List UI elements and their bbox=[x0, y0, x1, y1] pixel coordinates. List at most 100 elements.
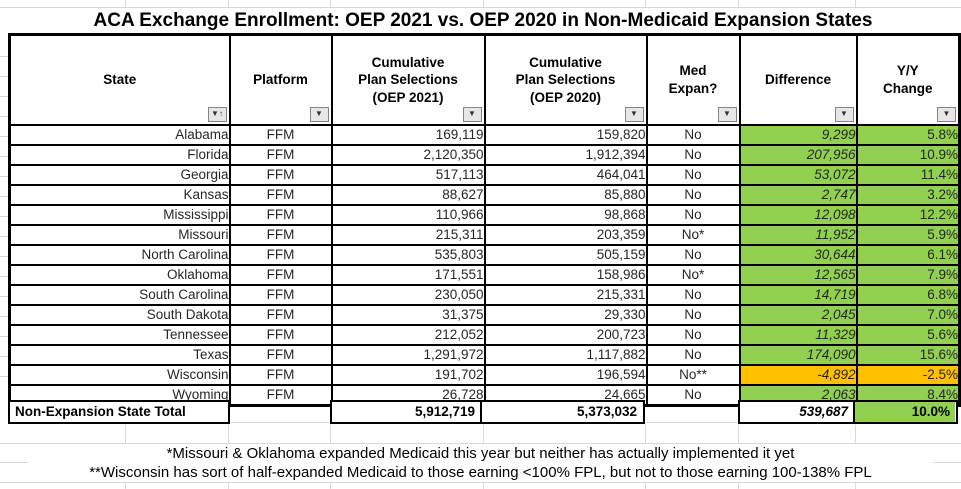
cell-platform[interactable]: FFM bbox=[228, 203, 333, 226]
cell-med-expan[interactable]: No bbox=[645, 323, 741, 346]
col-header-oep2020[interactable]: Cumulative Plan Selections (OEP 2020) ▼ bbox=[483, 33, 648, 126]
cell-state[interactable]: Mississippi bbox=[8, 203, 231, 226]
total-yy-cell[interactable]: 10.0% bbox=[855, 402, 955, 422]
cell-oep2020[interactable]: 215,331 bbox=[483, 283, 648, 306]
cell-platform[interactable]: FFM bbox=[228, 243, 333, 266]
filter-button-yy-change[interactable]: ▼ bbox=[937, 106, 956, 122]
filter-button-platform[interactable]: ▼ bbox=[309, 106, 329, 122]
cell-oep2020[interactable]: 1,912,394 bbox=[483, 143, 648, 166]
cell-state[interactable]: South Carolina bbox=[8, 283, 231, 306]
cell-difference[interactable]: -4,892 bbox=[738, 363, 858, 386]
cell-difference[interactable]: 2,045 bbox=[738, 303, 858, 326]
cell-oep2020[interactable]: 505,159 bbox=[483, 243, 648, 266]
total-oep2020-cell[interactable]: 5,373,032 bbox=[576, 404, 637, 419]
cell-state[interactable]: Texas bbox=[8, 343, 231, 366]
cell-med-expan[interactable]: No bbox=[645, 303, 741, 326]
col-header-difference[interactable]: Difference ▼ bbox=[738, 33, 858, 126]
col-header-yy-change[interactable]: Y/Y Change ▼ bbox=[855, 33, 961, 126]
cell-med-expan[interactable]: No bbox=[645, 203, 741, 226]
cell-platform[interactable]: FFM bbox=[228, 323, 333, 346]
cell-yy-change[interactable]: 10.9% bbox=[855, 143, 961, 166]
cell-oep2020[interactable]: 200,723 bbox=[483, 323, 648, 346]
cell-difference[interactable]: 53,072 bbox=[738, 163, 858, 186]
cell-oep2020[interactable]: 159,820 bbox=[483, 123, 648, 146]
cell-difference[interactable]: 30,644 bbox=[738, 243, 858, 266]
cell-yy-change[interactable]: -2.5% bbox=[855, 363, 961, 386]
cell-oep2020[interactable]: 158,986 bbox=[483, 263, 648, 286]
cell-oep2021[interactable]: 212,052 bbox=[330, 323, 486, 346]
cell-state[interactable]: Oklahoma bbox=[8, 263, 231, 286]
cell-oep2021[interactable]: 31,375 bbox=[330, 303, 486, 326]
cell-oep2021[interactable]: 88,627 bbox=[330, 183, 486, 206]
cell-med-expan[interactable]: No* bbox=[645, 263, 741, 286]
cell-yy-change[interactable]: 6.1% bbox=[855, 243, 961, 266]
cell-difference[interactable]: 11,952 bbox=[738, 223, 858, 246]
cell-platform[interactable]: FFM bbox=[228, 123, 333, 146]
cell-difference[interactable]: 12,098 bbox=[738, 203, 858, 226]
filter-button-oep2021[interactable]: ▼ bbox=[462, 106, 482, 122]
cell-oep2021[interactable]: 535,803 bbox=[330, 243, 486, 266]
cell-yy-change[interactable]: 7.9% bbox=[855, 263, 961, 286]
cell-state[interactable]: South Dakota bbox=[8, 303, 231, 326]
total-label-box[interactable]: Non-Expansion State Total bbox=[8, 400, 230, 424]
cell-med-expan[interactable]: No bbox=[645, 163, 741, 186]
cell-oep2021[interactable]: 1,291,972 bbox=[330, 343, 486, 366]
cell-platform[interactable]: FFM bbox=[228, 283, 333, 306]
cell-oep2020[interactable]: 464,041 bbox=[483, 163, 648, 186]
cell-platform[interactable]: FFM bbox=[228, 363, 333, 386]
cell-yy-change[interactable]: 5.8% bbox=[855, 123, 961, 146]
cell-yy-change[interactable]: 5.9% bbox=[855, 223, 961, 246]
cell-yy-change[interactable]: 12.2% bbox=[855, 203, 961, 226]
cell-platform[interactable]: FFM bbox=[228, 163, 333, 186]
footnote-1[interactable]: *Missouri & Oklahoma expanded Medicaid t… bbox=[28, 444, 933, 463]
cell-med-expan[interactable]: No bbox=[645, 383, 741, 407]
col-header-platform[interactable]: Platform ▼ bbox=[228, 33, 333, 126]
filter-button-med-expan[interactable]: ▼ bbox=[717, 106, 737, 122]
cell-oep2021[interactable]: 171,551 bbox=[330, 263, 486, 286]
cell-state[interactable]: Tennessee bbox=[8, 323, 231, 346]
page-title[interactable]: ACA Exchange Enrollment: OEP 2021 vs. OE… bbox=[8, 8, 958, 33]
cell-oep2020[interactable]: 203,359 bbox=[483, 223, 648, 246]
cell-platform[interactable]: FFM bbox=[228, 303, 333, 326]
filter-sort-button-state[interactable]: ▼↑ bbox=[207, 106, 227, 122]
cell-state[interactable]: Georgia bbox=[8, 163, 231, 186]
cell-platform[interactable]: FFM bbox=[228, 343, 333, 366]
cell-difference[interactable]: 9,299 bbox=[738, 123, 858, 146]
filter-button-oep2020[interactable]: ▼ bbox=[624, 106, 644, 122]
cell-yy-change[interactable]: 3.2% bbox=[855, 183, 961, 206]
cell-oep2021[interactable]: 2,120,350 bbox=[330, 143, 486, 166]
footnote-2[interactable]: **Wisconsin has sort of half-expanded Me… bbox=[28, 463, 933, 482]
cell-platform[interactable]: FFM bbox=[228, 263, 333, 286]
cell-difference[interactable]: 14,719 bbox=[738, 283, 858, 306]
cell-yy-change[interactable]: 11.4% bbox=[855, 163, 961, 186]
cell-state[interactable]: Kansas bbox=[8, 183, 231, 206]
cell-oep2020[interactable]: 196,594 bbox=[483, 363, 648, 386]
cell-difference[interactable]: 2,747 bbox=[738, 183, 858, 206]
total-oep2021-cell[interactable]: 5,912,719 bbox=[332, 402, 482, 422]
cell-state[interactable]: Wisconsin bbox=[8, 363, 231, 386]
filter-button-difference[interactable]: ▼ bbox=[834, 106, 854, 122]
cell-yy-change[interactable]: 7.0% bbox=[855, 303, 961, 326]
cell-med-expan[interactable]: No bbox=[645, 343, 741, 366]
cell-med-expan[interactable]: No** bbox=[645, 363, 741, 386]
cell-oep2020[interactable]: 85,880 bbox=[483, 183, 648, 206]
cell-platform[interactable]: FFM bbox=[228, 143, 333, 166]
cell-oep2020[interactable]: 29,330 bbox=[483, 303, 648, 326]
cell-med-expan[interactable]: No bbox=[645, 143, 741, 166]
cell-difference[interactable]: 207,956 bbox=[738, 143, 858, 166]
cell-difference[interactable]: 12,565 bbox=[738, 263, 858, 286]
cell-difference[interactable]: 174,090 bbox=[738, 343, 858, 366]
cell-oep2020[interactable]: 1,117,882 bbox=[483, 343, 648, 366]
cell-platform[interactable]: FFM bbox=[228, 183, 333, 206]
cell-med-expan[interactable]: No bbox=[645, 283, 741, 306]
col-header-oep2021[interactable]: Cumulative Plan Selections (OEP 2021) ▼ bbox=[330, 33, 486, 126]
cell-state[interactable]: Missouri bbox=[8, 223, 231, 246]
cell-oep2021[interactable]: 517,113 bbox=[330, 163, 486, 186]
cell-oep2021[interactable]: 215,311 bbox=[330, 223, 486, 246]
cell-med-expan[interactable]: No* bbox=[645, 223, 741, 246]
cell-oep2021[interactable]: 110,966 bbox=[330, 203, 486, 226]
col-header-state[interactable]: State ▼↑ bbox=[8, 33, 231, 126]
cell-state[interactable]: Alabama bbox=[8, 123, 231, 146]
cell-oep2020[interactable]: 98,868 bbox=[483, 203, 648, 226]
cell-yy-change[interactable]: 15.6% bbox=[855, 343, 961, 366]
